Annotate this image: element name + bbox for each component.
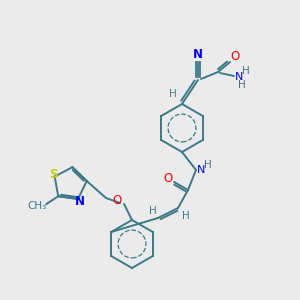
Text: N: N <box>197 165 205 175</box>
Text: N: N <box>235 72 243 82</box>
Text: O: O <box>164 172 172 184</box>
Text: O: O <box>230 50 240 64</box>
Text: N: N <box>193 49 203 62</box>
Text: N: N <box>75 194 85 208</box>
Text: H: H <box>238 80 246 90</box>
Text: H: H <box>204 160 212 170</box>
Text: O: O <box>112 194 122 208</box>
Text: S: S <box>50 168 58 181</box>
Text: H: H <box>169 89 177 99</box>
Text: H: H <box>182 211 190 221</box>
Text: H: H <box>149 206 157 216</box>
Text: CH₃: CH₃ <box>28 201 47 211</box>
Text: H: H <box>242 66 250 76</box>
